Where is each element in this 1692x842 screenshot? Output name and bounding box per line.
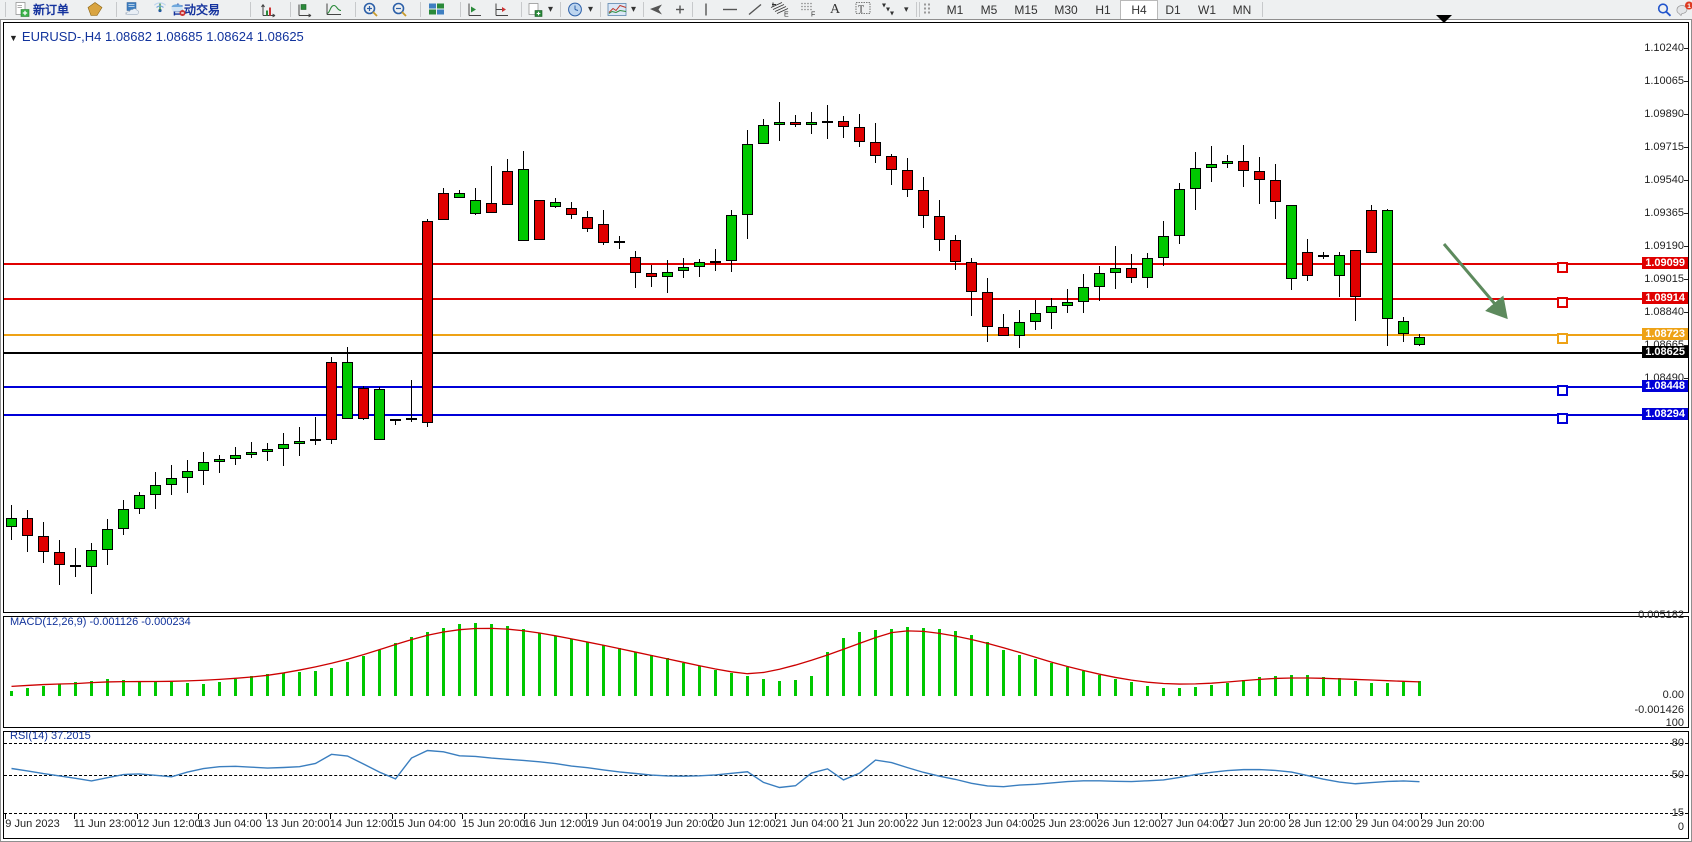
svg-text:F: F [811, 12, 815, 19]
svg-text:1: 1 [1687, 3, 1691, 10]
svg-text:T: T [858, 5, 864, 16]
svg-text:E: E [784, 12, 789, 19]
